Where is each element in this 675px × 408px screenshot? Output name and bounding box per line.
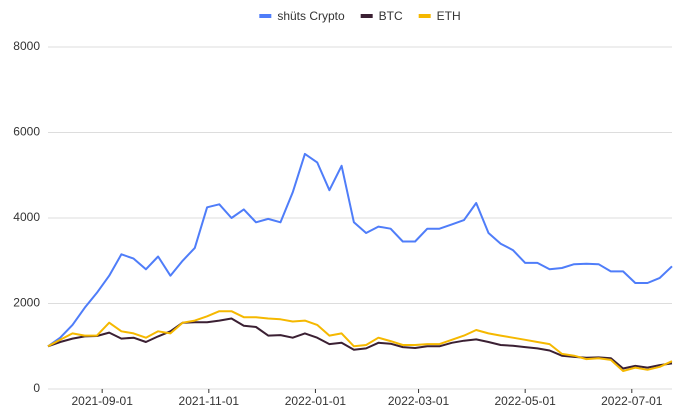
y-tick-label: 8000 (13, 39, 40, 53)
x-tick-label: 2022-07-01 (601, 394, 663, 408)
y-tick-label: 2000 (13, 296, 40, 310)
y-tick-label: 6000 (13, 125, 40, 139)
x-tick-label: 2022-05-01 (494, 394, 556, 408)
line (47, 152, 673, 348)
legend-label: ETH (437, 9, 461, 23)
y-tick-label: 0 (33, 381, 40, 395)
x-tick-label: 2021-09-01 (71, 394, 133, 408)
legend-swatch (259, 14, 272, 18)
y-tick-label: 4000 (13, 210, 40, 224)
legend-swatch (360, 14, 373, 18)
legend-label: shüts Crypto (277, 9, 345, 23)
legend-swatch (418, 14, 431, 18)
x-tick-label: 2022-03-01 (388, 394, 450, 408)
x-tick-label: 2021-11-01 (179, 394, 240, 408)
line (47, 310, 673, 372)
x-tick-label: 2022-01-01 (285, 394, 347, 408)
legend-label: BTC (379, 9, 403, 23)
line (47, 317, 673, 370)
